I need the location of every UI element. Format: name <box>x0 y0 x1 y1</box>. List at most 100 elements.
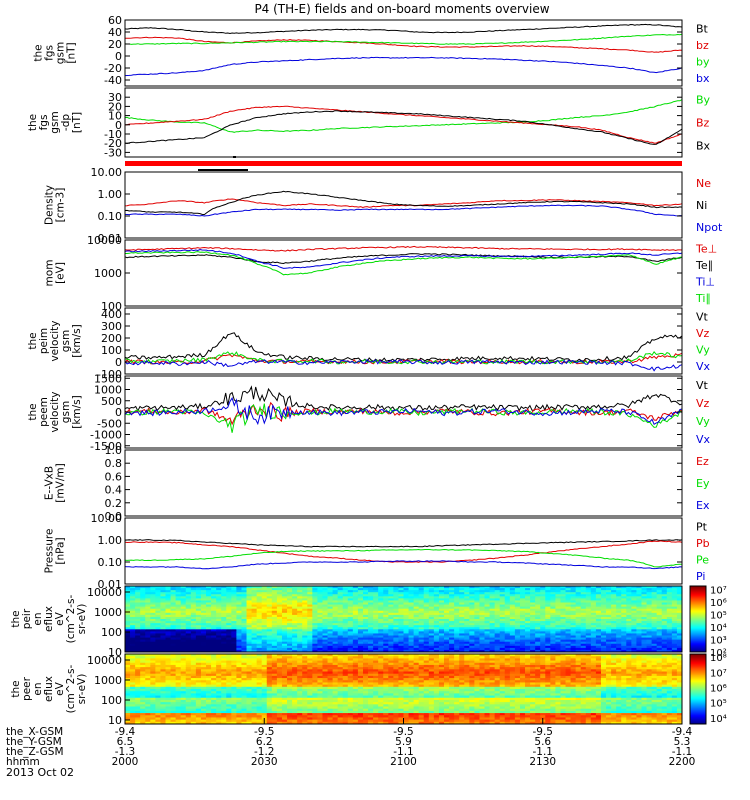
heatmap-cell <box>393 606 399 610</box>
heatmap-cell <box>494 594 501 597</box>
heatmap-cell <box>616 641 622 645</box>
heatmap-cell <box>676 635 683 638</box>
heatmap-cell <box>256 594 263 597</box>
heatmap-cell <box>190 669 197 672</box>
heatmap-cell <box>266 600 273 603</box>
heatmap-cell <box>651 625 658 628</box>
heatmap-cell <box>190 633 197 636</box>
heatmap-cell <box>332 645 339 649</box>
heatmap-cell <box>636 625 642 628</box>
heatmap-cell <box>246 623 252 626</box>
heatmap-cell <box>135 594 141 597</box>
heatmap-cell <box>484 604 490 608</box>
heatmap-cell <box>216 699 222 703</box>
heatmap-cell <box>170 623 177 626</box>
legend-entry: Ez <box>696 455 709 468</box>
heatmap-cell <box>266 619 273 622</box>
heatmap-cell <box>393 594 399 597</box>
heatmap-cell <box>449 631 455 634</box>
heatmap-cell <box>388 643 394 647</box>
heatmap-cell <box>651 621 658 624</box>
heatmap-cell <box>454 606 460 610</box>
heatmap-cell <box>580 633 587 636</box>
heatmap-cell <box>570 608 577 612</box>
heatmap-cell <box>206 623 212 626</box>
heatmap-cell <box>125 592 131 595</box>
heatmap-cell <box>342 625 349 628</box>
heatmap-cell <box>231 588 237 591</box>
heatmap-cell <box>276 627 283 630</box>
heatmap-cell <box>357 645 364 649</box>
heatmap-cell <box>125 635 131 638</box>
heatmap-cell <box>175 635 182 638</box>
heatmap-cell <box>276 592 283 595</box>
heatmap-cell <box>606 588 612 591</box>
heatmap-cell <box>525 588 531 591</box>
panel-frame <box>124 517 683 585</box>
heatmap-cell <box>281 606 288 610</box>
heatmap-cell <box>322 602 328 605</box>
heatmap-cell <box>206 656 212 659</box>
heatmap-cell <box>211 649 217 653</box>
heatmap-cell <box>130 590 136 593</box>
heatmap-cell <box>145 633 151 636</box>
heatmap-cell <box>140 689 146 692</box>
heatmap-cell <box>160 623 166 626</box>
heatmap-cell <box>636 590 642 593</box>
heatmap-cell <box>651 647 658 651</box>
y-tick-label: -30 <box>104 146 122 159</box>
heatmap-cell <box>459 635 465 638</box>
heatmap-cell <box>125 600 131 603</box>
heatmap-cell <box>150 598 156 601</box>
heatmap-cell <box>444 606 450 610</box>
heatmap-cell <box>611 614 617 618</box>
heatmap-cell <box>342 588 349 591</box>
heatmap-cell <box>302 627 308 630</box>
heatmap-cell <box>150 614 156 618</box>
heatmap-cell <box>200 708 207 712</box>
heatmap-cell <box>195 627 202 630</box>
heatmap-cell <box>499 621 506 624</box>
heatmap-cell <box>251 678 258 681</box>
heatmap-cell <box>545 635 551 638</box>
heatmap-cell <box>292 590 298 593</box>
heatmap-cell <box>297 671 303 675</box>
heatmap-cell <box>307 594 313 597</box>
heatmap-cell <box>570 586 577 589</box>
heatmap-cell <box>438 641 445 645</box>
heatmap-cell <box>378 647 384 651</box>
heatmap-cell <box>428 610 435 614</box>
heatmap-cell <box>646 631 653 634</box>
heatmap-cell <box>246 606 252 610</box>
heatmap-cell <box>666 641 673 645</box>
heatmap-cell <box>135 680 141 683</box>
heatmap-cell <box>135 606 141 610</box>
heatmap-cell <box>636 612 642 616</box>
heatmap-cell <box>327 612 334 616</box>
heatmap-cell <box>499 625 506 628</box>
heatmap-cell <box>200 639 207 643</box>
heatmap-cell <box>428 596 435 599</box>
heatmap-cell <box>211 697 217 701</box>
heatmap-cell <box>231 645 237 649</box>
heatmap-cell <box>357 637 364 641</box>
heatmap-cell <box>307 606 313 610</box>
heatmap-cell <box>292 693 298 696</box>
heatmap-cell <box>474 639 480 643</box>
heatmap-cell <box>626 629 632 632</box>
heatmap-cell <box>145 667 151 670</box>
heatmap-cell <box>125 667 131 670</box>
heatmap-cell <box>246 710 252 714</box>
heatmap-cell <box>195 708 202 712</box>
heatmap-cell <box>585 606 592 610</box>
heatmap-cell <box>302 635 308 638</box>
heatmap-cell <box>231 702 237 705</box>
heatmap-cell <box>433 594 440 597</box>
heatmap-cell <box>211 699 217 703</box>
heatmap-cell <box>676 631 683 634</box>
heatmap-cell <box>444 645 450 649</box>
heatmap-cell <box>337 590 344 593</box>
heatmap-cell <box>621 643 627 647</box>
heatmap-cell <box>261 695 268 699</box>
heatmap-cell <box>180 721 187 725</box>
